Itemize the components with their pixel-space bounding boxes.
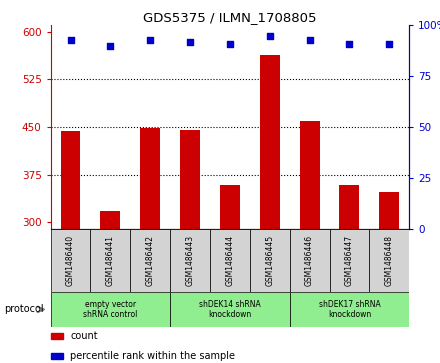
Text: protocol: protocol xyxy=(4,305,44,314)
Bar xyxy=(250,229,290,292)
Point xyxy=(67,37,74,42)
Text: GSM1486446: GSM1486446 xyxy=(305,235,314,286)
Point xyxy=(306,37,313,42)
Bar xyxy=(290,229,330,292)
Bar xyxy=(140,128,160,229)
Point xyxy=(266,33,273,38)
Text: GSM1486441: GSM1486441 xyxy=(106,235,115,286)
Bar xyxy=(170,229,210,292)
Text: GSM1486442: GSM1486442 xyxy=(146,235,155,286)
Bar xyxy=(170,292,290,327)
Point xyxy=(107,43,114,49)
Point xyxy=(187,39,194,45)
Bar xyxy=(220,185,240,229)
Point xyxy=(147,37,154,42)
Bar xyxy=(51,333,63,339)
Text: GSM1486448: GSM1486448 xyxy=(385,235,394,286)
Bar xyxy=(379,192,399,229)
Bar xyxy=(180,130,200,229)
Bar xyxy=(100,211,120,229)
Bar xyxy=(210,229,250,292)
Text: empty vector
shRNA control: empty vector shRNA control xyxy=(83,300,138,319)
Title: GDS5375 / ILMN_1708805: GDS5375 / ILMN_1708805 xyxy=(143,11,317,24)
Bar xyxy=(260,55,280,229)
Bar xyxy=(51,292,170,327)
Point xyxy=(346,41,353,46)
Bar xyxy=(61,131,81,229)
Bar xyxy=(91,229,130,292)
Text: shDEK14 shRNA
knockdown: shDEK14 shRNA knockdown xyxy=(199,300,261,319)
Bar xyxy=(51,353,63,359)
Bar xyxy=(51,229,91,292)
Bar xyxy=(300,121,319,229)
Bar xyxy=(369,229,409,292)
Text: GSM1486444: GSM1486444 xyxy=(225,235,235,286)
Text: GSM1486440: GSM1486440 xyxy=(66,235,75,286)
Point xyxy=(227,41,234,46)
Text: GSM1486443: GSM1486443 xyxy=(186,235,194,286)
Point xyxy=(386,41,393,46)
Bar xyxy=(130,229,170,292)
Text: GSM1486445: GSM1486445 xyxy=(265,235,274,286)
Text: count: count xyxy=(70,331,98,341)
Bar xyxy=(330,229,369,292)
Text: percentile rank within the sample: percentile rank within the sample xyxy=(70,351,235,361)
Bar xyxy=(290,292,409,327)
Bar xyxy=(340,185,359,229)
Text: GSM1486447: GSM1486447 xyxy=(345,235,354,286)
Text: shDEK17 shRNA
knockdown: shDEK17 shRNA knockdown xyxy=(319,300,380,319)
